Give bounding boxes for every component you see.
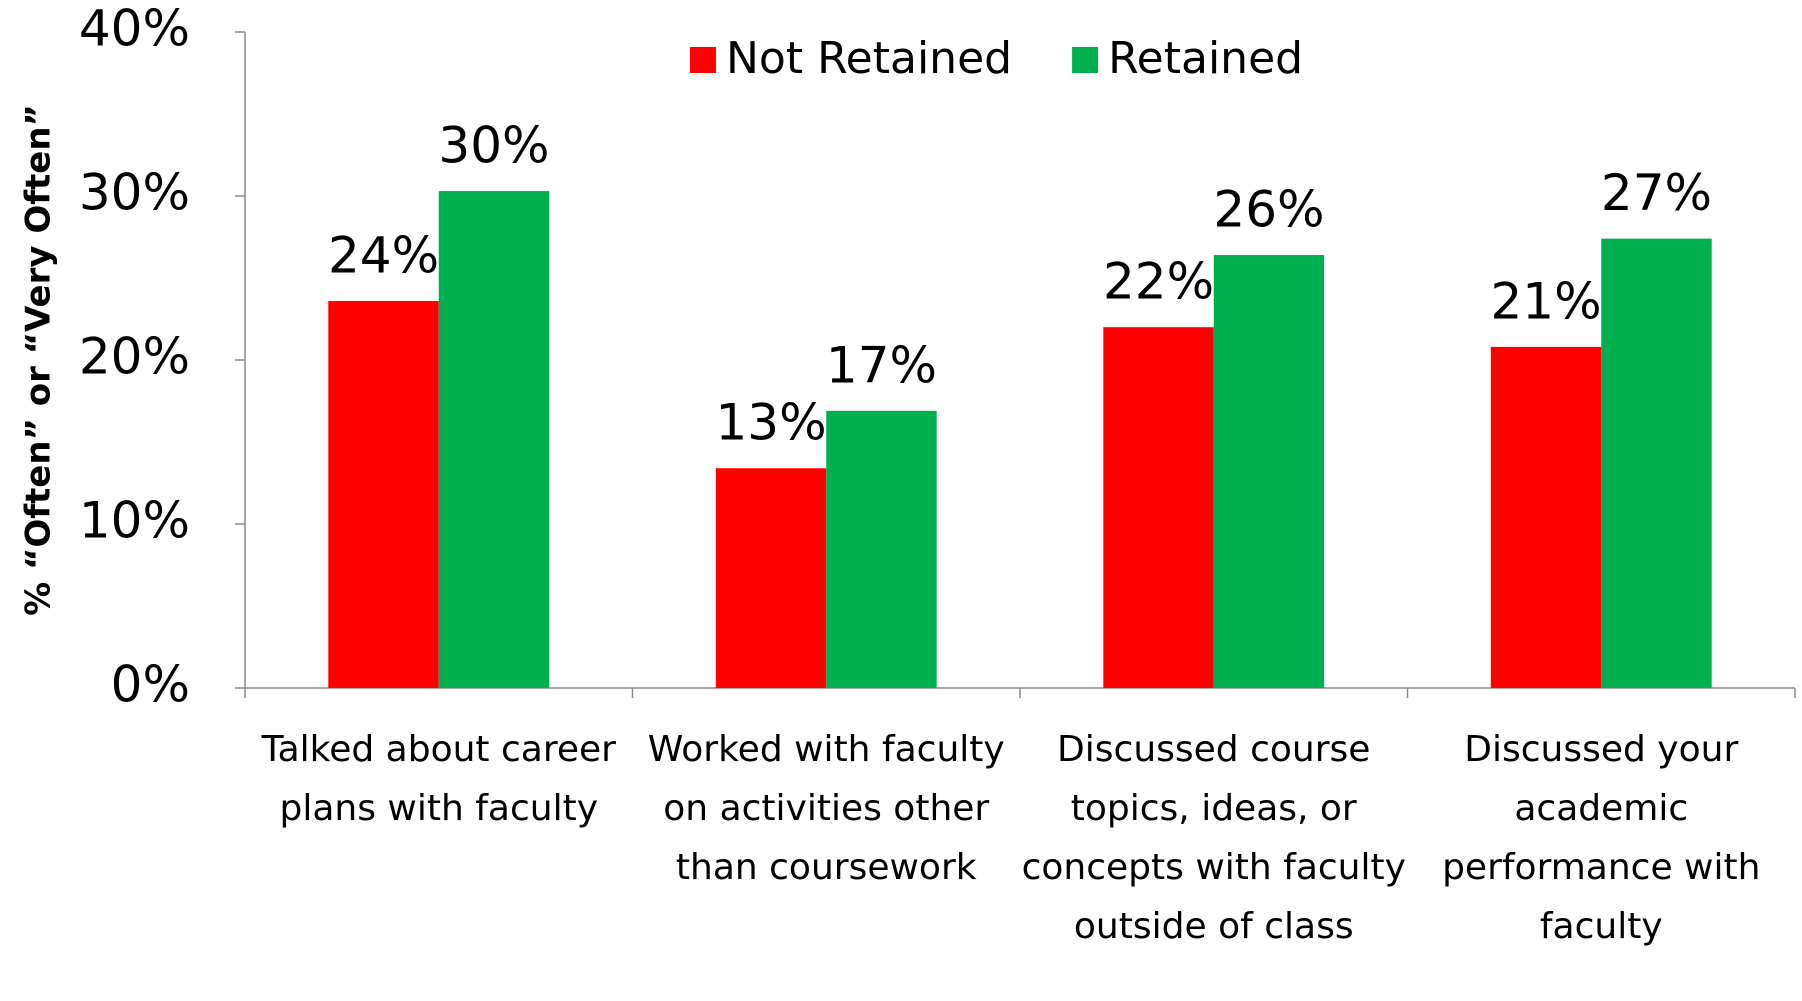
bar [328, 300, 439, 688]
legend-label: Retained [1108, 33, 1303, 84]
x-tick-label: Worked with faculty on activities other … [647, 729, 1005, 888]
bar [826, 410, 937, 688]
value-label: 22% [1103, 253, 1214, 311]
bar [438, 191, 550, 688]
y-tick-label: 20% [79, 328, 190, 386]
y-tick-label: 30% [79, 164, 190, 222]
legend-swatch [690, 47, 716, 73]
value-label: 30% [438, 117, 549, 175]
legend-label: Not Retained [726, 33, 1012, 84]
value-label: 26% [1213, 181, 1324, 239]
bar [1601, 238, 1712, 688]
value-label: 21% [1490, 272, 1601, 330]
y-axis-label: % “Often” or “Very Often” [19, 104, 59, 616]
x-tick-label: Discussed course topics, ideas, or conce… [1021, 729, 1406, 947]
legend-swatch [1072, 47, 1099, 73]
bar [715, 468, 827, 688]
bar [1103, 327, 1214, 688]
value-label: 24% [328, 226, 439, 284]
y-tick-label: 0% [111, 656, 190, 714]
x-tick-label: Talked about career plans with faculty [261, 729, 616, 829]
value-label: 13% [715, 394, 826, 452]
value-label: 27% [1601, 164, 1712, 222]
value-label: 17% [826, 336, 937, 394]
y-tick-label: 40% [79, 0, 190, 58]
y-tick-label: 10% [79, 492, 190, 550]
x-tick-label: Discussed your academic performance with… [1442, 729, 1761, 947]
bar [1490, 346, 1602, 688]
bar [1213, 255, 1325, 689]
